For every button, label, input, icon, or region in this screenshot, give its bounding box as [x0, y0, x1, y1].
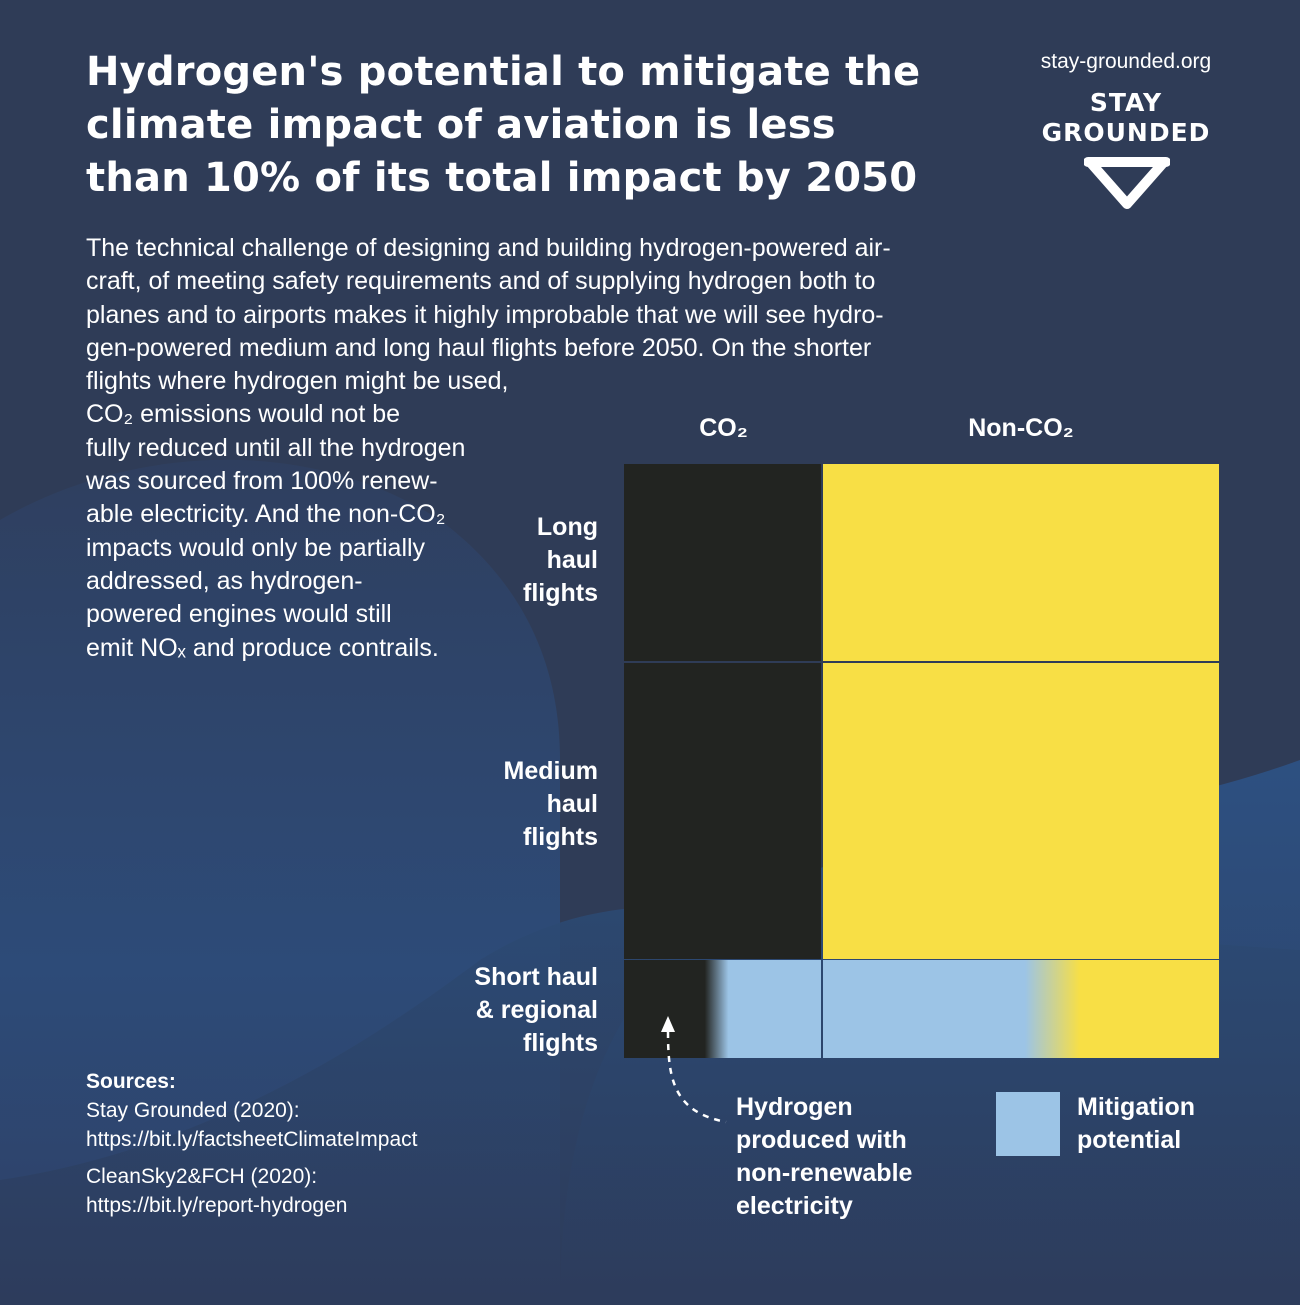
title-line: Hydrogen's potential to mitigate the: [86, 49, 921, 95]
legend-swatch-mitigation: [996, 1092, 1060, 1156]
cell-short-haul-non-co2: [823, 960, 1219, 1058]
cell-short-haul-co2: [624, 960, 822, 1058]
source-name: CleanSky2&FCH (2020):: [86, 1165, 318, 1188]
row-label-line: Long: [536, 513, 598, 541]
row-label-medium-haul: Medium haul flights: [400, 755, 598, 854]
row-label-line: flights: [523, 579, 598, 607]
title-line: than 10% of its total impact by 2050: [86, 155, 918, 201]
title-line: climate impact of aviation is less: [86, 102, 836, 148]
intro-line: powered engines would still: [86, 600, 392, 629]
cell-medium-haul-non-co2: [823, 663, 1219, 959]
intro-line: impacts would only be partially: [86, 533, 426, 562]
cell-long-haul-non-co2: [823, 464, 1219, 661]
intro-line: craft, of meeting safety requirements an…: [86, 267, 876, 296]
column-header-co2: CO₂: [699, 414, 748, 442]
row-label-line: Medium: [503, 757, 598, 785]
row-label-line: haul: [546, 790, 598, 818]
brand-name: STAY GROUNDED: [1020, 88, 1232, 148]
row-label-line: Short haul: [474, 963, 598, 991]
row-label-short-haul: Short haul & regional flights: [400, 961, 598, 1060]
legend-line: potential: [1077, 1126, 1182, 1154]
intro-line: was sourced from 100% renew-: [86, 467, 438, 496]
row-label-line: haul: [546, 546, 598, 574]
source-name: Stay Grounded (2020):: [86, 1099, 300, 1122]
intro-line: The technical challenge of designing and…: [86, 234, 891, 262]
legend-line: non-renewable: [736, 1159, 913, 1187]
row-label-long-haul: Long haul flights: [400, 511, 598, 610]
legend-line: Mitigation: [1077, 1093, 1196, 1121]
legend-line: Hydrogen: [736, 1093, 853, 1121]
sources-heading: Sources:: [86, 1070, 176, 1093]
intro-line: addressed, as hydrogen-: [86, 566, 363, 595]
brand-name-line: GROUNDED: [1041, 118, 1211, 147]
brand-url: stay-grounded.org: [1040, 50, 1212, 73]
brand-name-line: STAY: [1089, 88, 1163, 117]
row-label-line: & regional: [475, 996, 598, 1024]
intro-line: CO₂ emissions would not be: [86, 400, 401, 429]
intro-line: emit NOₓ and produce contrails.: [86, 633, 439, 662]
v-chevron-icon: [1084, 157, 1170, 209]
intro-paragraph: The technical challenge of designing and…: [86, 232, 986, 665]
intro-line: flights where hydrogen might be used,: [86, 367, 509, 396]
dashed-arrow-icon: [661, 1016, 727, 1124]
annotation-non-renewable-hydrogen: Hydrogen produced with non-renewable ele…: [736, 1091, 912, 1223]
cell-long-haul-co2: [624, 464, 822, 661]
intro-line: gen-powered medium and long haul flights…: [86, 333, 872, 362]
intro-line: planes and to airports makes it highly i…: [86, 300, 884, 329]
intro-line: able electricity. And the non-CO₂: [86, 500, 446, 529]
legend-label-mitigation: Mitigation potential: [1077, 1091, 1195, 1157]
legend-line: produced with: [736, 1126, 907, 1154]
sources: Sources: Stay Grounded (2020): https://b…: [86, 1067, 417, 1220]
legend-line: electricity: [736, 1192, 853, 1220]
column-header-non-co2: Non-CO₂: [968, 414, 1074, 442]
intro-line: fully reduced until all the hydrogen: [86, 433, 466, 462]
cell-medium-haul-co2: [624, 663, 822, 959]
source-link[interactable]: https://bit.ly/report-hydrogen: [86, 1194, 348, 1217]
row-label-line: flights: [523, 823, 598, 851]
row-label-line: flights: [523, 1029, 598, 1057]
source-link[interactable]: https://bit.ly/factsheetClimateImpact: [86, 1128, 418, 1151]
page-title: Hydrogen's potential to mitigate the cli…: [86, 46, 986, 205]
